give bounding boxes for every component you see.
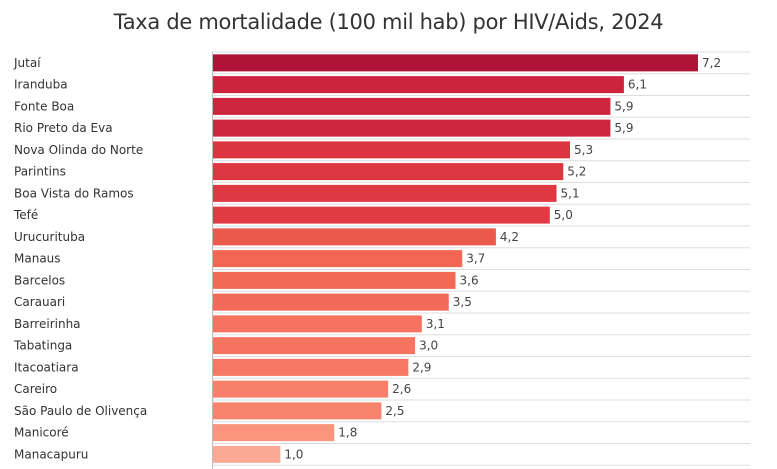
value-label: 2,9 bbox=[412, 360, 431, 374]
bar bbox=[213, 206, 550, 224]
category-label: Iranduba bbox=[14, 78, 68, 92]
value-label: 5,1 bbox=[561, 186, 580, 200]
value-label: 3,5 bbox=[453, 295, 472, 309]
bar bbox=[213, 97, 611, 115]
value-label: 3,0 bbox=[419, 339, 438, 353]
chart-title: Taxa de mortalidade (100 mil hab) por HI… bbox=[113, 10, 664, 34]
value-label: 3,1 bbox=[426, 317, 445, 331]
value-label: 5,9 bbox=[614, 99, 633, 113]
bar bbox=[213, 119, 611, 137]
value-label: 5,0 bbox=[554, 208, 573, 222]
value-label: 3,7 bbox=[466, 252, 485, 266]
category-label: Rio Preto da Eva bbox=[14, 121, 113, 135]
category-label: Manacapuru bbox=[14, 447, 88, 461]
bar bbox=[213, 184, 557, 202]
bar bbox=[213, 293, 449, 311]
category-label: Barcelos bbox=[14, 273, 65, 287]
value-label: 6,1 bbox=[628, 78, 647, 92]
category-label: Tabatinga bbox=[13, 339, 72, 353]
bar bbox=[213, 141, 571, 159]
bar bbox=[213, 250, 463, 268]
bar bbox=[213, 380, 389, 398]
value-label: 7,2 bbox=[702, 56, 721, 70]
bar bbox=[213, 54, 698, 72]
category-label: São Paulo de Olivença bbox=[14, 404, 147, 418]
category-label: Jutaí bbox=[13, 56, 41, 70]
bar bbox=[213, 337, 416, 355]
value-label: 4,2 bbox=[500, 230, 519, 244]
bar bbox=[213, 271, 456, 289]
category-label: Nova Olinda do Norte bbox=[14, 143, 143, 157]
category-label: Urucurituba bbox=[14, 230, 85, 244]
category-label: Boa Vista do Ramos bbox=[14, 186, 134, 200]
category-label: Manaus bbox=[14, 252, 61, 266]
bar bbox=[213, 358, 409, 376]
bar bbox=[213, 76, 624, 94]
category-label: Tefé bbox=[13, 208, 38, 222]
value-label: 2,5 bbox=[385, 404, 404, 418]
value-label: 1,0 bbox=[284, 447, 303, 461]
value-label: 3,6 bbox=[460, 273, 479, 287]
category-label: Fonte Boa bbox=[14, 99, 74, 113]
bar bbox=[213, 163, 564, 181]
bar bbox=[213, 445, 281, 463]
bar bbox=[213, 315, 422, 333]
category-label: Parintins bbox=[14, 165, 66, 179]
category-label: Manicoré bbox=[14, 426, 69, 440]
category-label: Careiro bbox=[14, 382, 57, 396]
value-label: 2,6 bbox=[392, 382, 411, 396]
value-label: 1,8 bbox=[338, 426, 357, 440]
category-label: Carauari bbox=[14, 295, 65, 309]
category-label: Itacoatiara bbox=[14, 360, 79, 374]
value-label: 5,2 bbox=[567, 165, 586, 179]
value-label: 5,9 bbox=[614, 121, 633, 135]
category-label: Barreirinha bbox=[14, 317, 81, 331]
bar bbox=[213, 228, 496, 246]
bar bbox=[213, 424, 335, 442]
value-label: 5,3 bbox=[574, 143, 593, 157]
bar bbox=[213, 402, 382, 420]
